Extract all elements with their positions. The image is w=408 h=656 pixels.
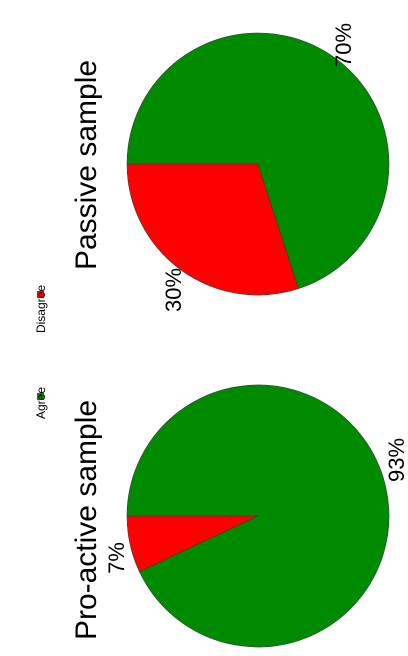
pie-slice-passive-agree bbox=[126, 32, 390, 289]
chart-title-passive: Passive sample bbox=[70, 60, 103, 270]
data-label-passive-agree: 70% bbox=[331, 23, 356, 67]
pie-pro-active bbox=[126, 384, 390, 648]
legend-item-agree: Agree bbox=[34, 387, 48, 419]
data-label-pro-active-agree: 93% bbox=[384, 438, 408, 482]
pie-slice-passive-disagree bbox=[126, 163, 299, 296]
chart-title-pro-active: Pro-active sample bbox=[70, 400, 103, 640]
data-label-pro-active-disagree: 7% bbox=[104, 542, 129, 574]
legend-swatch-agree bbox=[37, 393, 44, 400]
chart-pro-active: Pro-active sample 7% 93% bbox=[70, 384, 408, 648]
pie-slice-pro-active-agree bbox=[126, 384, 390, 648]
legend-label-agree: Agree bbox=[34, 387, 48, 419]
legend: Agree Disagree bbox=[34, 285, 48, 419]
data-label-passive-disagree: 30% bbox=[161, 268, 186, 312]
pie-passive bbox=[126, 32, 390, 296]
legend-item-disagree: Disagree bbox=[34, 285, 48, 333]
legend-swatch-disagree bbox=[37, 291, 44, 298]
legend-label-disagree: Disagree bbox=[34, 285, 48, 333]
chart-passive: Passive sample 30% 70% bbox=[70, 23, 390, 312]
